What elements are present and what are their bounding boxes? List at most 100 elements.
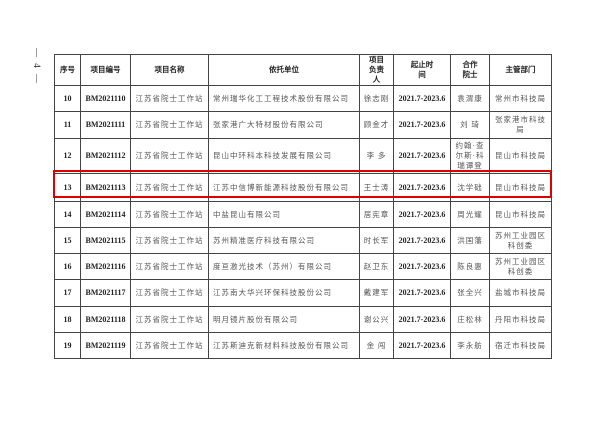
department: 张家港市科技局 [489, 111, 552, 139]
host-unit: 昆山中环科本科技发展有限公司 [208, 138, 360, 174]
host-unit: 常州瑞华化工工程技术股份有限公司 [208, 85, 360, 112]
row-index: 16 [54, 253, 81, 280]
project-name: 江苏省院士工作站 [130, 138, 209, 174]
period: 2021.7-2023.6 [393, 85, 451, 112]
project-leader: 徐志刚 [359, 85, 394, 112]
period: 2021.7-2023.6 [393, 201, 451, 228]
department: 苏州工业园区科创委 [489, 227, 552, 254]
header-index: 序号 [54, 54, 81, 86]
project-code: BM2021111 [80, 111, 131, 139]
project-leader: 李 多 [359, 138, 394, 174]
project-leader: 居宪章 [359, 201, 394, 228]
academician: 周光耀 [450, 201, 490, 228]
academician: 张全兴 [450, 279, 490, 307]
project-leader: 赵卫东 [359, 253, 394, 280]
row-index: 17 [54, 279, 81, 307]
project-leader: 金 闯 [359, 332, 394, 359]
header-academician: 合作院士 [450, 54, 490, 86]
host-unit: 江苏斯迪克新材料科技股份有限公司 [208, 332, 360, 359]
table-row: 11 BM2021111 江苏省院士工作站 张家港广大特材股份有限公司 顾金才 2021.… [54, 111, 552, 139]
row-index: 11 [54, 111, 81, 139]
table-row: 17 BM2021117 江苏省院士工作站 江苏南大华兴环保科技股份公司 戴建军 2021… [54, 279, 552, 307]
table-row: 12 BM2021112 江苏省院士工作站 昆山中环科本科技发展有限公司李 多 2021… [54, 138, 552, 174]
project-name: 江苏省院士工作站 [130, 111, 209, 139]
host-unit: 明月镜片股份有限公司 [208, 306, 360, 333]
academician: 洪国藩 [450, 227, 490, 254]
header-leader: 项目负责人 [359, 54, 394, 86]
project-name: 江苏省院士工作站 [130, 332, 209, 359]
academician: 刘 琦 [450, 111, 490, 139]
header-department: 主管部门 [489, 54, 552, 86]
project-name: 江苏省院士工作站 [130, 253, 209, 280]
project-name: 江苏省院士工作站 [130, 85, 209, 112]
table-row: 18 BM2021118 江苏省院士工作站 明月镜片股份有限公司 谢公兴 2021.7-2… [54, 306, 552, 333]
period: 2021.7-2023.6 [393, 227, 451, 254]
project-leader: 顾金才 [359, 111, 394, 139]
project-code: BM2021112 [80, 138, 131, 174]
academician: 庄松林 [450, 306, 490, 333]
page-number: — 4 — [32, 48, 42, 85]
academician: 陈良惠 [450, 253, 490, 280]
period: 2021.7-2023.6 [393, 111, 451, 139]
project-code: BM2021119 [80, 332, 131, 359]
department: 丹阳市科技局 [489, 306, 552, 333]
project-name: 江苏省院士工作站 [130, 173, 209, 202]
table-row: 10 BM2021110 江苏省院士工作站 常州瑞华化工工程技术股份有限公司 徐志刚 20… [54, 85, 552, 112]
project-code: BM2021110 [80, 85, 131, 112]
period: 2021.7-2023.6 [393, 306, 451, 333]
table-header: 序号 项目编号 项目名称 依托单位 项目负责人 起止时间 合作院士 主管部门 [54, 54, 552, 86]
row-index: 14 [54, 201, 81, 228]
table-row: 19 BM2021119 江苏省院士工作站 江苏斯迪克新材料科技股份有限公司金 闯 20… [54, 332, 552, 359]
department: 昆山市科技局 [489, 173, 552, 202]
project-code: BM2021113 [80, 173, 131, 202]
period: 2021.7-2023.6 [393, 332, 451, 359]
header-name: 项目名称 [130, 54, 209, 86]
department: 昆山市科技局 [489, 138, 552, 174]
project-code: BM2021116 [80, 253, 131, 280]
department: 盐城市科技局 [489, 279, 552, 307]
row-index: 10 [54, 85, 81, 112]
project-name: 江苏省院士工作站 [130, 279, 209, 307]
project-code: BM2021117 [80, 279, 131, 307]
academician: 沈学础 [450, 173, 490, 202]
academician: 袁渭康 [450, 85, 490, 112]
header-unit: 依托单位 [208, 54, 360, 86]
row-index: 15 [54, 227, 81, 254]
project-table: 序号 项目编号 项目名称 依托单位 项目负责人 起止时间 合作院士 主管部门 1… [54, 54, 552, 359]
host-unit: 中盐昆山有限公司 [208, 201, 360, 228]
project-name: 江苏省院士工作站 [130, 227, 209, 254]
project-leader: 谢公兴 [359, 306, 394, 333]
host-unit: 张家港广大特材股份有限公司 [208, 111, 360, 139]
table-row: 14 BM2021114 江苏省院士工作站 中盐昆山有限公司 居宪章 2021.7-202… [54, 201, 552, 228]
department: 昆山市科技局 [489, 201, 552, 228]
project-code: BM2021114 [80, 201, 131, 228]
header-period: 起止时间 [393, 54, 451, 86]
project-leader: 戴建军 [359, 279, 394, 307]
department: 常州市科技局 [489, 85, 552, 112]
period: 2021.7-2023.6 [393, 279, 451, 307]
period: 2021.7-2023.6 [393, 138, 451, 174]
header-code: 项目编号 [80, 54, 131, 86]
project-leader: 王士涛 [359, 173, 394, 202]
period: 2021.7-2023.6 [393, 173, 451, 202]
project-code: BM2021118 [80, 306, 131, 333]
table-row: 16 BM2021116 江苏省院士工作站 度亘激光技术（苏州）有限公司 赵卫东 2021… [54, 253, 552, 280]
host-unit: 江苏南大华兴环保科技股份公司 [208, 279, 360, 307]
project-leader: 时长军 [359, 227, 394, 254]
host-unit: 江苏中信博新能源科技股份有限公司 [208, 173, 360, 202]
period: 2021.7-2023.6 [393, 253, 451, 280]
project-name: 江苏省院士工作站 [130, 201, 209, 228]
project-code: BM2021115 [80, 227, 131, 254]
row-index: 18 [54, 306, 81, 333]
host-unit: 度亘激光技术（苏州）有限公司 [208, 253, 360, 280]
row-index: 12 [54, 138, 81, 174]
academician: 李永舫 [450, 332, 490, 359]
department: 宿迁市科技局 [489, 332, 552, 359]
department: 苏州工业园区科创委 [489, 253, 552, 280]
host-unit: 苏州精准医疗科技有限公司 [208, 227, 360, 254]
row-index: 13 [54, 173, 81, 202]
row-index: 19 [54, 332, 81, 359]
table-row: 15 BM2021115 江苏省院士工作站 苏州精准医疗科技有限公司 时长军 2021.7… [54, 227, 552, 254]
project-name: 江苏省院士工作站 [130, 306, 209, 333]
table-row: 13 BM2021113 江苏省院士工作站 江苏中信博新能源科技股份有限公司 王士涛 20… [54, 173, 552, 202]
